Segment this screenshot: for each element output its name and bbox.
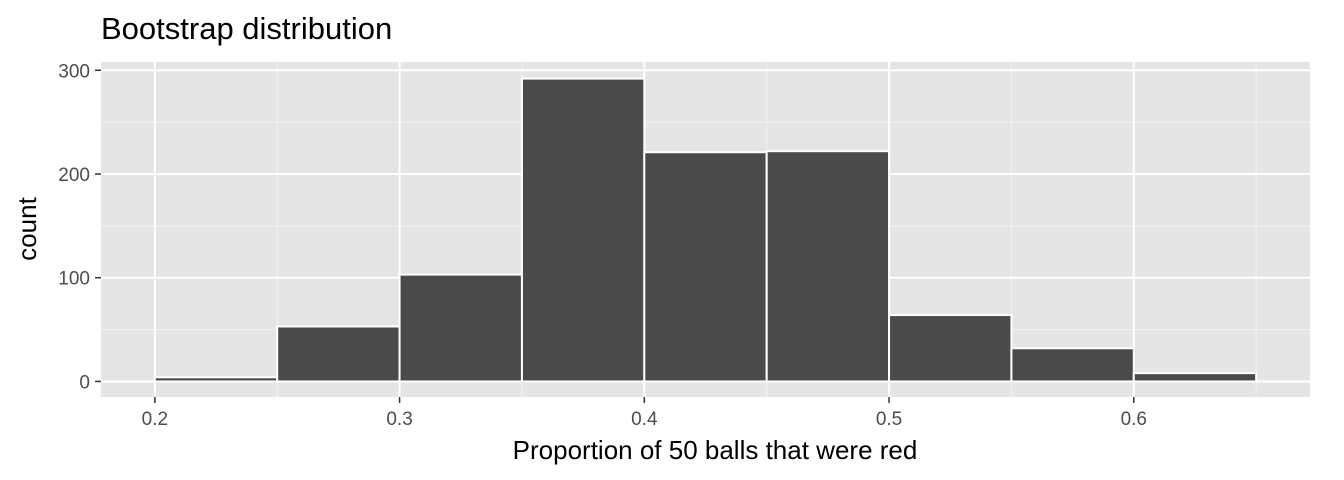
histogram-bar xyxy=(520,77,646,383)
x-axis-title: Proportion of 50 balls that were red xyxy=(513,435,918,465)
x-tick-label: 0.5 xyxy=(876,409,902,430)
histogram-bar xyxy=(276,325,401,383)
histogram-bar xyxy=(643,151,768,383)
x-axis: 0.2 0.3 0.4 0.5 0.6 xyxy=(142,397,1147,430)
y-tick-label: 0 xyxy=(79,372,90,393)
histogram-bar xyxy=(888,314,1013,383)
histogram-bar xyxy=(398,273,523,383)
x-tick-label: 0.2 xyxy=(142,409,168,430)
histogram-bars xyxy=(153,77,1258,383)
y-axis-title: count xyxy=(12,196,42,260)
chart-title: Bootstrap distribution xyxy=(101,11,392,46)
histogram-bar xyxy=(1010,347,1135,383)
y-tick-label: 100 xyxy=(58,269,90,290)
histogram-bar xyxy=(765,150,891,383)
y-axis: 0 100 200 300 xyxy=(58,61,101,393)
x-tick-label: 0.6 xyxy=(1121,409,1147,430)
x-tick-label: 0.4 xyxy=(631,409,658,430)
x-tick-label: 0.3 xyxy=(386,409,412,430)
histogram-bar xyxy=(153,376,279,383)
histogram-bar xyxy=(1132,372,1258,383)
y-tick-label: 300 xyxy=(58,61,90,82)
y-tick-label: 200 xyxy=(58,165,90,186)
